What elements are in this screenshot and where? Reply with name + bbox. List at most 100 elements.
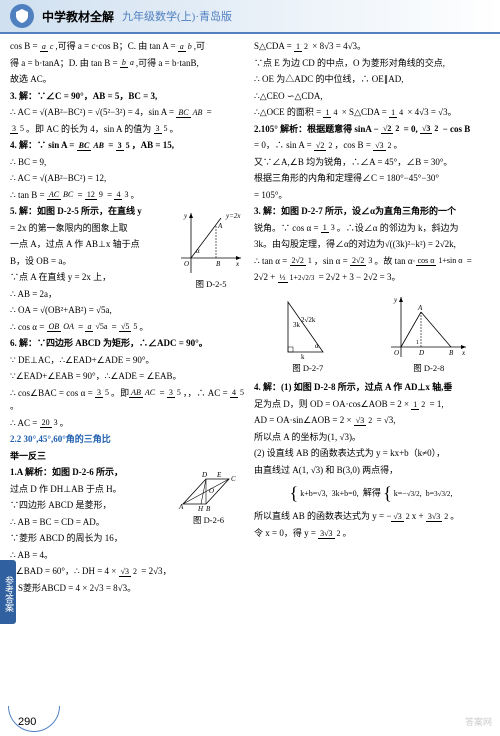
problem-r2: 2.105° 解析：根据题意得 sinA − √22 = 0, √32 − co… [254, 123, 490, 137]
text-line: 3k。由勾股定理，得∠α的对边为√((3k)²−k²) = 2√2k, [254, 238, 490, 252]
header-title: 中学教材全解 [42, 8, 114, 25]
svg-text:O: O [184, 260, 189, 268]
text-line: 足为点 D，则 OD = OA·cos∠AOB = 2 × 12 = 1, [254, 398, 490, 412]
page-header: 中学教材全解 九年级数学(上)·青岛版 [0, 0, 500, 34]
page-number: 290 [18, 716, 36, 728]
text-line: 所以点 A 的坐标为(1, √3)。 [254, 431, 490, 445]
svg-text:k: k [301, 353, 305, 361]
svg-text:O: O [209, 487, 214, 495]
text-line: ∵∠BAD = 60°，∴ DH = 4 × √32 = 2√3， [10, 565, 246, 579]
text-line: = 2x 的第一象限内的图象上取 [10, 222, 172, 236]
text-line: ∵点 A 在直线 y = 2x 上， [10, 271, 172, 285]
text-line: ∵四边形 ABCD 是菱形， [10, 499, 167, 513]
svg-text:A: A [417, 304, 423, 312]
text-line: S△CDA = 12 × 8√3 = 4√3。 [254, 40, 490, 54]
text-line: ∴ OE 为△ADC 的中位线，∴ OE∥AD, [254, 73, 490, 87]
svg-text:B: B [206, 505, 211, 513]
text-line: ∴ AB = 2a， [10, 288, 172, 302]
text-line: ∴△OCE 的面积 = 14 × S△CDA = 14 × 4√3 = √3。 [254, 106, 490, 120]
text-line: ∴ cos α = OBOA = a√5a = √55。 [10, 321, 246, 335]
problem-5: 5. 解：如图 D-2-5 所示，在直线 y [10, 205, 172, 219]
text-line: ∵菱形 ABCD 的周长为 16， [10, 532, 246, 546]
text-line: ∴ AB = BC = CD = AD。 [10, 516, 167, 530]
text-line: 又∵∠A,∠B 均为锐角，∴∠A = 45°，∠B = 30°。 [254, 156, 490, 170]
figure-d-2-7: 3k 2√2k k α 图 D-2-7 [273, 292, 343, 375]
svg-text:C: C [231, 475, 236, 483]
text-line: ∵点 E 为边 CD 的中点，O 为菱形对角线的交点, [254, 57, 490, 71]
text-line: = 105°。 [254, 189, 490, 203]
figure-d-2-5: y=2x A O B x y α 图 D-2-5 [176, 208, 246, 301]
figure-d-2-8: A B O D 1 x y 图 D-2-8 [386, 292, 471, 375]
figure-label: 图 D-2-5 [176, 278, 246, 291]
svg-text:1: 1 [416, 340, 419, 346]
svg-text:D: D [418, 349, 424, 357]
text-line: ∴ AC = √(AB²−BC²) = 12, [10, 172, 246, 186]
text-line: ∴ OA = √(OB²+AB²) = √5a, [10, 304, 246, 318]
text-line: ∴ S菱形ABCD = 4 × 2√3 = 8√3。 [10, 582, 246, 596]
text-line: ∴ AC = 203。 [10, 417, 246, 431]
text-line: 2√2 + ⅓1+2√2/3 = 2√2 + 3 − 2√2 = 3。 [254, 271, 490, 285]
svg-text:x: x [235, 260, 240, 268]
text-line: ∴ cos∠BAC = cos α = 35。即ABAC = 35，，∴ AC … [10, 387, 246, 414]
text-line: 根据三角形的内角和定理得∠C = 180°−45°−30° [254, 172, 490, 186]
text-line: B，设 OB = a。 [10, 255, 172, 269]
text-line: (2) 设直线 AB 的函数表达式为 y = kx+b（k≠0）， [254, 447, 490, 461]
svg-text:A: A [217, 222, 223, 230]
header-subtitle: 九年级数学(上)·青岛版 [122, 8, 232, 24]
svg-text:H: H [197, 505, 204, 513]
svg-text:O: O [394, 349, 399, 357]
text-line: ∴ AC = √(AB²−BC²) = √(5²−3²) = 4，sin A =… [10, 106, 246, 120]
svg-text:2√2k: 2√2k [301, 316, 316, 324]
svg-text:y: y [183, 212, 188, 220]
text-line: ∵∠EAD+∠EAB = 90°，∴∠ADE = ∠EAB。 [10, 370, 246, 384]
text-line: ∴△CEO ∽△CDA, [254, 90, 490, 104]
text-line: 一点 A，过点 A 作 AB⊥x 轴于点 [10, 238, 172, 252]
text-line: AD = OA·sin∠AOB = 2 × √32 = √3, [254, 414, 490, 428]
text-line: 由直线过 A(1, √3) 和 B(3,0) 两点得， [254, 464, 490, 478]
svg-text:A: A [178, 503, 184, 511]
svg-text:x: x [461, 349, 466, 357]
text-line: ∵ DE⊥AC，∴∠EAD+∠ADE = 90°。 [10, 354, 246, 368]
svg-text:B: B [449, 349, 454, 357]
left-column: cos B = ac,可得 a = c·cos B；C. 由 tan A = a… [10, 40, 246, 598]
problem-r3: 3. 解：如图 D-2-7 所示，设∠α为直角三角形的一个 [254, 205, 490, 219]
svg-text:y: y [393, 296, 398, 304]
figure-label: 图 D-2-8 [386, 362, 471, 375]
text-line: = 0，∴ sin A = √22，cos B = √32。 [254, 139, 490, 153]
problem-r4: 4. 解：(1) 如图 D-2-8 所示，过点 A 作 AD⊥x 轴,垂 [254, 381, 490, 395]
text-line: ∴ tan α = 2√21，sin α = 2√23。故 tan α·cos … [254, 255, 490, 269]
text-line: ∴ tan B = ACBC = 129 = 43。 [10, 189, 246, 203]
right-column: S△CDA = 12 × 8√3 = 4√3。 ∵点 E 为边 CD 的中点，O… [254, 40, 490, 598]
content-columns: cos B = ac,可得 a = c·cos B；C. 由 tan A = a… [0, 34, 500, 604]
logo-icon [10, 4, 34, 28]
text-line: 得 a = b·tanA；D. 由 tan B = ba,可得 a = b·ta… [10, 57, 246, 71]
problem-4: 4. 解：∵ sin A = BCAB = 35，AB = 15, [10, 139, 246, 153]
text-line: 35。即 AC 的长为 4，sin A 的值为 35。 [10, 123, 246, 137]
svg-text:B: B [216, 260, 221, 268]
svg-text:D: D [201, 471, 207, 479]
figure-label: 图 D-2-7 [273, 362, 343, 375]
equation-system: {k+b=√3,3k+b=0, 解得 {k=−√3/2,b=3√3/2, [254, 480, 490, 507]
svg-text:E: E [216, 471, 222, 479]
text-line: 故选 AC。 [10, 73, 246, 87]
svg-text:α: α [196, 247, 200, 255]
example-1: 1.A 解析：如图 D-2-6 所示， [10, 466, 167, 480]
problem-6: 6. 解：∵四边形 ABCD 为矩形，∴∠ADC = 90°。 [10, 337, 246, 351]
side-tab: 参考答案 [0, 560, 16, 624]
text-line: ∴ AB = 4。 [10, 549, 246, 563]
section-title: 2.2 30°,45°,60°角的三角比 [10, 433, 246, 447]
text-line: 令 x = 0，得 y = 3√32。 [254, 527, 490, 541]
text-line: cos B = ac,可得 a = c·cos B；C. 由 tan A = a… [10, 40, 246, 54]
text-line: 锐角。∵ cos α = 13。∴设∠α 的邻边为 k，斜边为 [254, 222, 490, 236]
figure-d-2-6: A B C D E O H 图 D-2-6 [171, 469, 246, 529]
svg-text:3k: 3k [293, 321, 301, 329]
text-line: 所以直线 AB 的函数表达式为 y = −√32x + 3√32。 [254, 510, 490, 524]
figure-label: 图 D-2-6 [171, 514, 246, 527]
svg-text:α: α [315, 342, 319, 350]
text-line: ∴ BC = 9, [10, 156, 246, 170]
text-line: 过点 D 作 DH⊥AB 于点 H。 [10, 483, 167, 497]
section-sub: 举一反三 [10, 450, 246, 464]
svg-text:y=2x: y=2x [225, 212, 241, 220]
watermark: 答案网 [465, 715, 492, 728]
problem-3: 3. 解：∵∠C = 90°，AB = 5，BC = 3, [10, 90, 246, 104]
